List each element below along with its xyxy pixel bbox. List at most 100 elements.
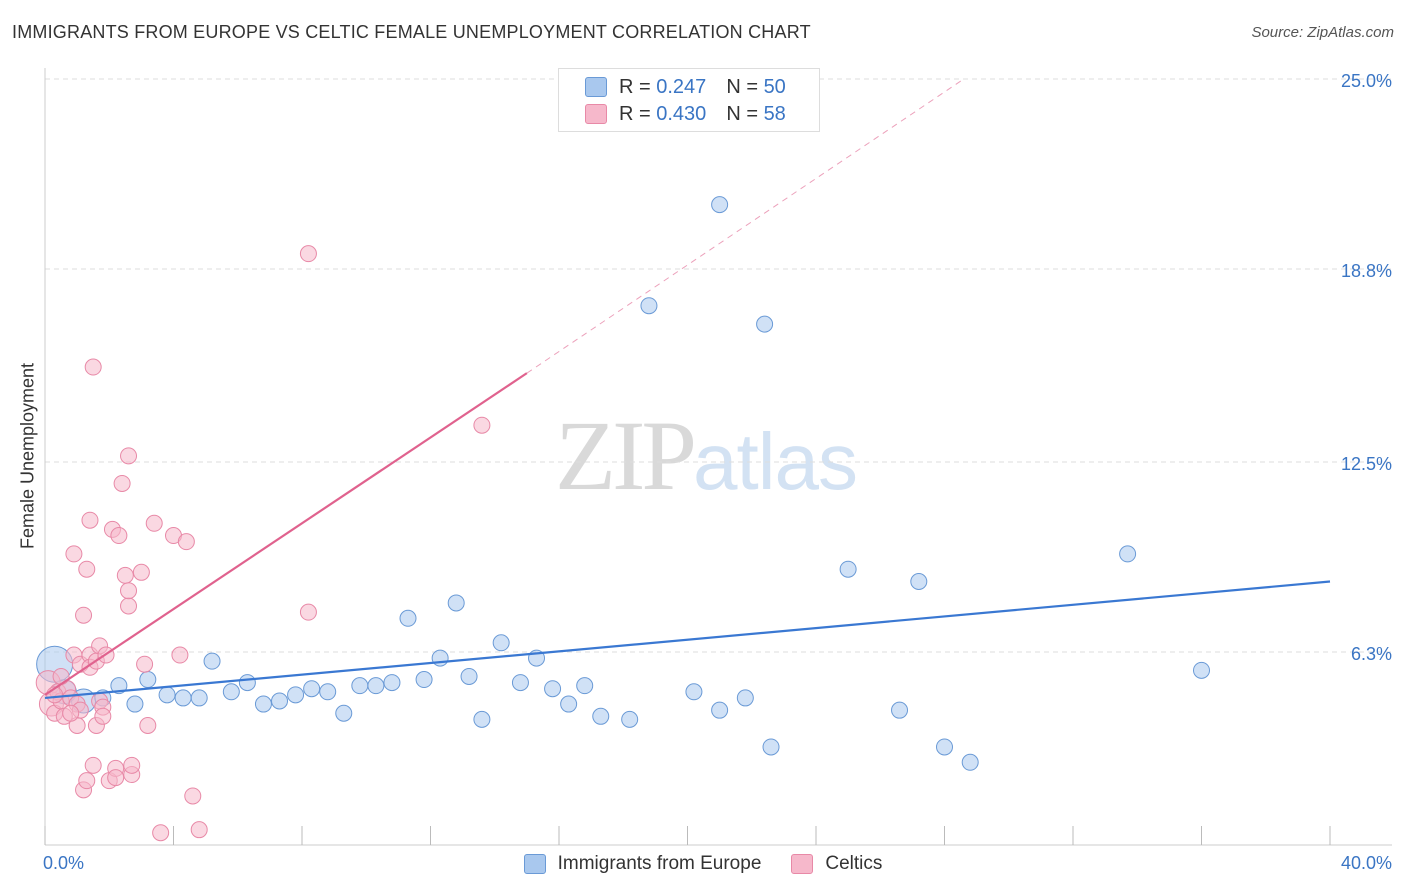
europe-point (621, 710, 639, 728)
europe-point (839, 560, 857, 578)
europe-point (910, 572, 928, 590)
celtics-point (110, 527, 128, 545)
legend-r-value: 0.430 (656, 102, 707, 125)
legend-r-label: R = (619, 75, 651, 98)
celtics-point (299, 603, 317, 621)
europe-point (756, 315, 774, 333)
europe-point (640, 297, 658, 315)
legend-n-label: N = (726, 75, 758, 98)
celtics-point (473, 416, 491, 434)
legend-r-label: R = (619, 102, 651, 125)
europe-point (254, 695, 272, 713)
series-label-celtics: Celtics (825, 853, 883, 874)
y-tick-label: 6.3% (1351, 644, 1392, 664)
celtics-point (177, 533, 195, 551)
celtics-point (184, 787, 202, 805)
celtics-point (62, 704, 80, 722)
europe-point (936, 738, 953, 756)
europe-point (238, 674, 256, 692)
celtics-point (136, 655, 154, 673)
celtics-point (75, 606, 93, 624)
europe-point (736, 689, 754, 707)
correlation-legend: R = 0.247 N = 50 R = 0.430 N = 58 (558, 68, 820, 132)
celtics-point (52, 667, 70, 685)
europe-point (271, 692, 289, 710)
europe-point (685, 683, 703, 701)
europe-point (1193, 661, 1210, 679)
legend-row-europe: R = 0.247 N = 50 (559, 73, 786, 101)
europe-point (711, 196, 729, 214)
y-tick-label: 25.0% (1341, 71, 1392, 91)
celtics-trend-line (44, 372, 528, 696)
europe-trend-line (44, 580, 1331, 700)
legend-row-celtics: R = 0.430 N = 58 (559, 100, 786, 128)
europe-point (961, 753, 979, 771)
legend-swatch-celtics (585, 104, 607, 124)
x-tick-label: 40.0% (1341, 853, 1392, 873)
europe-point (473, 710, 491, 728)
source-label: Source: ZipAtlas.com (1251, 24, 1394, 41)
europe-point (447, 594, 465, 612)
celtics-point (139, 717, 157, 735)
legend-swatch-europe (585, 77, 607, 97)
europe-point (460, 667, 478, 685)
legend-n-label: N = (726, 102, 758, 125)
europe-point (576, 677, 594, 695)
europe-point (303, 680, 321, 698)
celtics-point (78, 560, 96, 578)
watermark-zip: ZIP (555, 400, 697, 511)
celtics-point (113, 474, 131, 492)
europe-point (592, 707, 610, 725)
celtics-point (152, 824, 170, 842)
celtics-point (123, 756, 141, 774)
europe-point (222, 683, 240, 701)
europe-point (319, 683, 337, 701)
celtics-point (78, 772, 96, 790)
europe-point (367, 677, 385, 695)
y-axis-label: Female Unemployment (17, 362, 38, 550)
celtics-point (84, 358, 102, 376)
europe-point (190, 689, 208, 707)
europe-point (139, 671, 157, 689)
europe-point (762, 738, 780, 756)
series-legend: Immigrants from Europe Celtics (0, 852, 1406, 876)
europe-point (891, 701, 909, 719)
celtics-point (171, 646, 189, 664)
europe-point (711, 701, 729, 719)
celtics-point (116, 566, 134, 584)
europe-point (158, 686, 176, 704)
celtics-point (65, 545, 83, 563)
legend-n-value: 50 (763, 75, 786, 98)
y-tick-label: 18.8% (1341, 261, 1392, 281)
celtics-point (107, 769, 125, 787)
series-legend-celtics: Celtics (791, 853, 882, 875)
europe-point (203, 652, 221, 670)
europe-point (399, 609, 417, 627)
celtics-point (81, 511, 99, 529)
x-tick-label: 0.0% (43, 853, 84, 873)
legend-n-value: 58 (763, 102, 786, 125)
europe-point (174, 689, 192, 707)
celtics-point (190, 821, 208, 839)
celtics-point (94, 707, 112, 725)
europe-point (110, 677, 128, 695)
series-swatch-europe (523, 854, 546, 874)
europe-point (335, 704, 353, 722)
celtics-point (84, 756, 102, 774)
europe-point (287, 686, 305, 704)
europe-point (415, 671, 433, 689)
europe-point (511, 674, 529, 692)
series-label-europe: Immigrants from Europe (557, 853, 762, 874)
europe-point (544, 680, 562, 698)
series-swatch-celtics (791, 854, 814, 874)
chart-title: IMMIGRANTS FROM EUROPE VS CELTIC FEMALE … (12, 22, 811, 42)
celtics-point (120, 447, 138, 465)
celtics-point (145, 514, 163, 532)
legend-r-value: 0.247 (656, 75, 707, 98)
europe-point (351, 677, 369, 695)
celtics-point (120, 597, 138, 615)
celtics-point (132, 563, 150, 581)
europe-point (560, 695, 578, 713)
europe-point (383, 674, 401, 692)
